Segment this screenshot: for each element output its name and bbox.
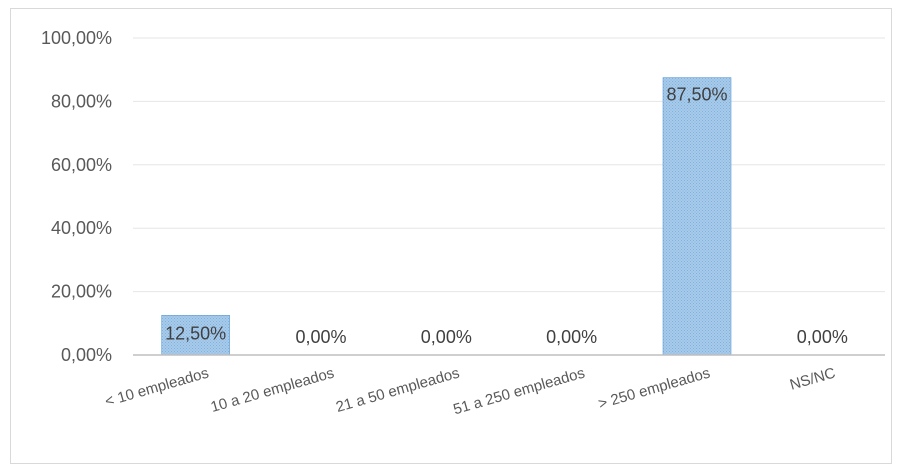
y-tick-label: 40,00%: [51, 218, 112, 238]
x-tick-label: < 10 empleados: [103, 365, 211, 411]
y-axis: 0,00% 20,00% 40,00% 60,00% 80,00% 100,00%: [41, 28, 112, 365]
x-tick-label: 21 a 50 empleados: [334, 365, 461, 417]
y-tick-label: 0,00%: [61, 345, 112, 365]
chart-frame: [10, 8, 892, 464]
data-label: 0,00%: [421, 327, 472, 347]
y-tick-label: 20,00%: [51, 282, 112, 302]
bars: [161, 77, 732, 356]
x-tick-label: > 250 empleados: [596, 365, 712, 413]
y-tick-label: 100,00%: [41, 28, 112, 48]
x-tick-label: 10 a 20 empleados: [209, 365, 336, 417]
data-label: 0,00%: [295, 327, 346, 347]
gridlines: [133, 37, 885, 293]
bar: [662, 77, 732, 356]
y-tick-label: 80,00%: [51, 91, 112, 111]
data-label: 0,00%: [797, 327, 848, 347]
data-label: 0,00%: [546, 327, 597, 347]
data-label: 87,50%: [666, 85, 727, 105]
data-labels: 12,50% 0,00% 0,00% 0,00% 87,50% 0,00%: [165, 85, 848, 347]
data-label: 12,50%: [165, 323, 226, 343]
x-tick-label: NS/NC: [788, 364, 838, 393]
y-tick-label: 60,00%: [51, 155, 112, 175]
x-tick-label: 51 a 250 empleados: [451, 365, 586, 419]
